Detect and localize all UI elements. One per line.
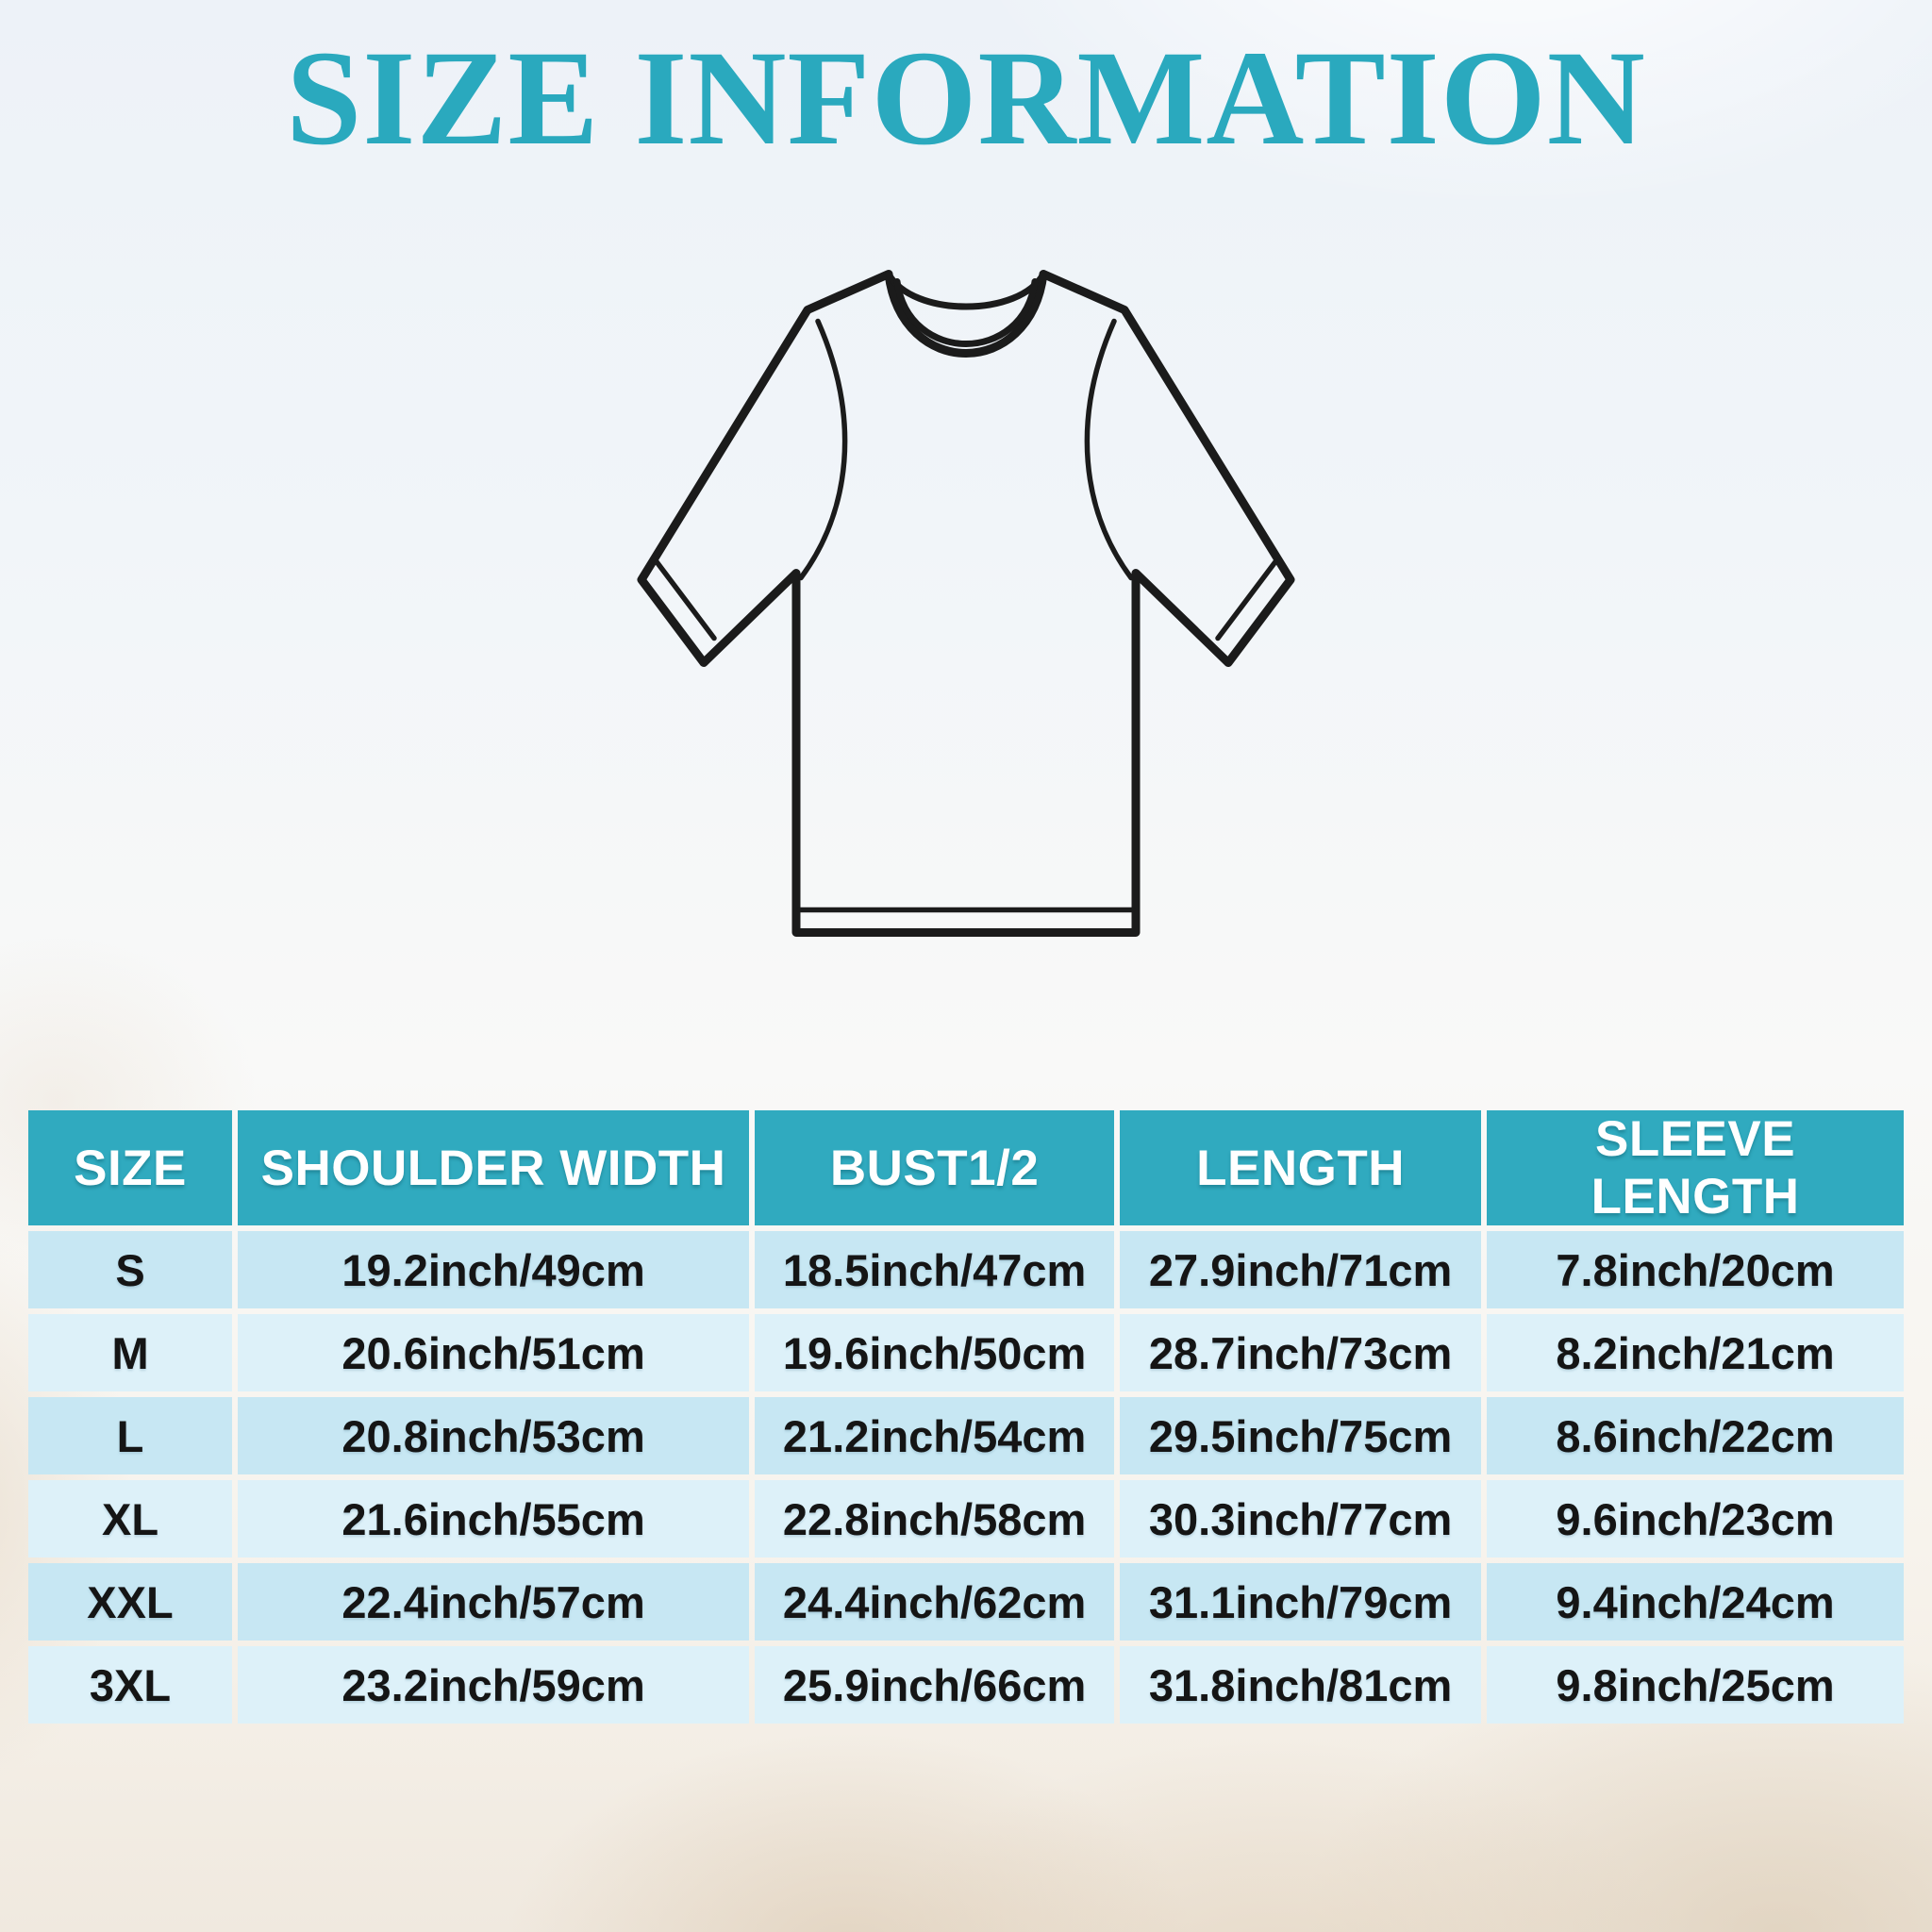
- table-row-xxl: XXL 22.4inch/57cm 24.4inch/62cm 31.1inch…: [28, 1563, 1904, 1641]
- column-header-size: SIZE: [28, 1110, 233, 1225]
- sleeve-length-cell: 9.6inch/23cm: [1487, 1480, 1904, 1557]
- column-header-sleeve-length: SLEEVE LENGTH: [1487, 1110, 1904, 1225]
- tshirt-right-armhole-seam: [1084, 318, 1134, 581]
- tshirt-outline-icon: [622, 257, 1310, 964]
- tshirt-body-outline: [637, 270, 1295, 937]
- length-cell: 28.7inch/73cm: [1120, 1314, 1482, 1391]
- sleeve-length-cell: 8.2inch/21cm: [1487, 1314, 1904, 1391]
- column-header-shoulder-width: SHOULDER WIDTH: [238, 1110, 750, 1225]
- size-label-cell: S: [28, 1231, 233, 1308]
- length-cell: 27.9inch/71cm: [1120, 1231, 1482, 1308]
- tshirt-left-cuff-line: [654, 558, 717, 641]
- length-cell: 31.1inch/79cm: [1120, 1563, 1482, 1641]
- bust-half-cell: 22.8inch/58cm: [755, 1480, 1115, 1557]
- table-row-m: M 20.6inch/51cm 19.6inch/50cm 28.7inch/7…: [28, 1314, 1904, 1391]
- tshirt-back-neck-line: [885, 271, 1047, 310]
- tshirt-left-armhole-seam: [798, 318, 848, 581]
- shoulder-width-cell: 23.2inch/59cm: [238, 1646, 750, 1724]
- size-label-cell: XXL: [28, 1563, 233, 1641]
- column-header-length: LENGTH: [1120, 1110, 1482, 1225]
- size-label-cell: 3XL: [28, 1646, 233, 1724]
- table-row-xl: XL 21.6inch/55cm 22.8inch/58cm 30.3inch/…: [28, 1480, 1904, 1557]
- tshirt-right-cuff-line: [1215, 558, 1278, 641]
- length-cell: 29.5inch/75cm: [1120, 1397, 1482, 1474]
- table-row-l: L 20.8inch/53cm 21.2inch/54cm 29.5inch/7…: [28, 1397, 1904, 1474]
- tshirt-outline-svg: [637, 270, 1295, 937]
- sleeve-length-cell: 9.8inch/25cm: [1487, 1646, 1904, 1724]
- length-cell: 30.3inch/77cm: [1120, 1480, 1482, 1557]
- shoulder-width-cell: 20.8inch/53cm: [238, 1397, 750, 1474]
- shoulder-width-cell: 19.2inch/49cm: [238, 1231, 750, 1308]
- size-table: SIZE SHOULDER WIDTH BUST1/2 LENGTH SLEEV…: [23, 1105, 1909, 1729]
- size-label-cell: M: [28, 1314, 233, 1391]
- column-header-bust-half: BUST1/2: [755, 1110, 1115, 1225]
- bust-half-cell: 18.5inch/47cm: [755, 1231, 1115, 1308]
- shoulder-width-cell: 21.6inch/55cm: [238, 1480, 750, 1557]
- size-label-cell: XL: [28, 1480, 233, 1557]
- size-label-cell: L: [28, 1397, 233, 1474]
- table-row-3xl: 3XL 23.2inch/59cm 25.9inch/66cm 31.8inch…: [28, 1646, 1904, 1724]
- shoulder-width-cell: 22.4inch/57cm: [238, 1563, 750, 1641]
- length-cell: 31.8inch/81cm: [1120, 1646, 1482, 1724]
- bust-half-cell: 21.2inch/54cm: [755, 1397, 1115, 1474]
- bust-half-cell: 24.4inch/62cm: [755, 1563, 1115, 1641]
- bust-half-cell: 25.9inch/66cm: [755, 1646, 1115, 1724]
- shoulder-width-cell: 20.6inch/51cm: [238, 1314, 750, 1391]
- sleeve-length-cell: 7.8inch/20cm: [1487, 1231, 1904, 1308]
- sleeve-length-cell: 8.6inch/22cm: [1487, 1397, 1904, 1474]
- table-header-row: SIZE SHOULDER WIDTH BUST1/2 LENGTH SLEEV…: [28, 1110, 1904, 1225]
- bust-half-cell: 19.6inch/50cm: [755, 1314, 1115, 1391]
- page-title: SIZE INFORMATION: [286, 24, 1646, 174]
- tshirt-collar-inner-line: [893, 278, 1039, 347]
- sleeve-length-cell: 9.4inch/24cm: [1487, 1563, 1904, 1641]
- table-row-s: S 19.2inch/49cm 18.5inch/47cm 27.9inch/7…: [28, 1231, 1904, 1308]
